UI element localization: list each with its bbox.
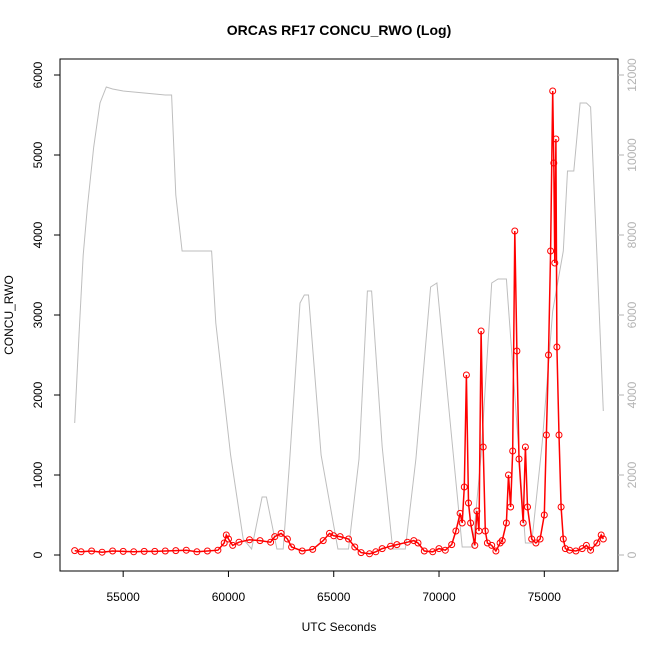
y2-tick-label: 12000 — [625, 58, 639, 92]
x-tick-label: 65000 — [317, 590, 351, 604]
x-axis-label: UTC Seconds — [302, 620, 377, 634]
y-tick-label: 1000 — [31, 461, 45, 488]
primary-series — [72, 88, 607, 557]
x-tick-label: 75000 — [528, 590, 562, 604]
y2-tick-label: 10000 — [625, 138, 639, 172]
y2-tick-label: 4000 — [625, 381, 639, 408]
plot-frame — [60, 59, 618, 571]
y2-tick-label: 8000 — [625, 221, 639, 248]
y2-tick-label: 6000 — [625, 301, 639, 328]
y-axis-label: CONCU_RWO — [2, 275, 16, 355]
x-tick-label: 70000 — [422, 590, 456, 604]
y-tick-label: 2000 — [31, 381, 45, 408]
x-tick-label: 60000 — [212, 590, 246, 604]
y-tick-label: 6000 — [31, 61, 45, 88]
y-tick-label: 0 — [31, 551, 45, 558]
chart-title: ORCAS RF17 CONCU_RWO (Log) — [227, 22, 452, 38]
x-axis: 55000 60000 65000 70000 75000 — [106, 571, 561, 604]
y2-tick-label: 2000 — [625, 461, 639, 488]
concu-rwo-line — [75, 91, 604, 554]
x-tick-label: 55000 — [106, 590, 140, 604]
y-tick-label: 5000 — [31, 141, 45, 168]
y2-tick-label: 0 — [625, 551, 639, 558]
y-axis-right: 0 2000 4000 6000 8000 10000 12000 — [618, 58, 639, 558]
y-axis-left: 0 1000 2000 3000 4000 5000 6000 — [31, 61, 60, 558]
y-tick-label: 3000 — [31, 301, 45, 328]
y-tick-label: 4000 — [31, 221, 45, 248]
